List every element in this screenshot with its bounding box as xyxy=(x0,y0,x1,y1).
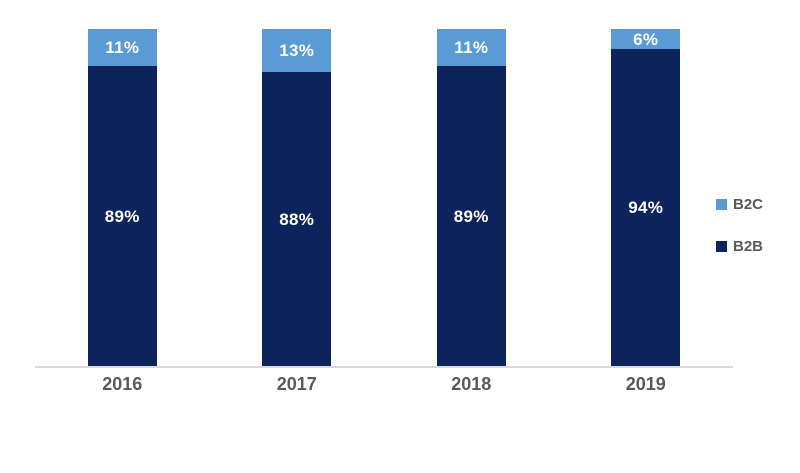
bar-2018: 11% 89% xyxy=(436,29,506,366)
segment-b2c-2018: 11% xyxy=(436,29,506,67)
legend-label-b2b: B2B xyxy=(733,238,764,255)
legend: B2C B2B xyxy=(716,196,763,255)
data-label: 13% xyxy=(279,41,315,61)
bar-column-2019: 6% 94% xyxy=(559,29,734,366)
data-label: 11% xyxy=(105,38,140,58)
segment-b2b-2017: 88% xyxy=(262,72,332,366)
data-label: 6% xyxy=(633,29,659,49)
category-label-2018: 2018 xyxy=(451,374,492,394)
category-label-2017: 2017 xyxy=(276,374,317,394)
bar-2017: 13% 88% xyxy=(262,29,332,366)
x-axis-labels: 2016 2017 2018 2019 xyxy=(35,374,733,395)
bar-column-2016: 11% 89% xyxy=(35,29,210,366)
segment-b2c-2017: 13% xyxy=(262,29,332,73)
plot-area: 11% 89% 13% 88% 11% xyxy=(35,29,733,368)
segment-b2c-2019: 6% xyxy=(611,29,681,50)
data-label: 89% xyxy=(104,206,140,226)
segment-b2b-2019: 94% xyxy=(611,49,681,366)
category-label-2019: 2019 xyxy=(625,374,666,394)
bar-2016: 11% 89% xyxy=(87,29,157,366)
data-label: 94% xyxy=(628,198,664,218)
segment-b2b-2018: 89% xyxy=(436,66,506,366)
legend-item-b2c: B2C xyxy=(716,196,763,213)
legend-swatch-b2b-icon xyxy=(716,241,727,252)
segment-b2b-2016: 89% xyxy=(87,66,157,366)
data-label: 89% xyxy=(453,206,489,226)
bar-column-2018: 11% 89% xyxy=(384,29,559,366)
data-label: 88% xyxy=(279,209,315,229)
bar-column-2017: 13% 88% xyxy=(210,29,385,366)
legend-item-b2b: B2B xyxy=(716,238,763,255)
bar-2019: 6% 94% xyxy=(611,29,681,366)
category-label-2016: 2016 xyxy=(102,374,143,394)
data-label: 11% xyxy=(454,38,489,58)
legend-label-b2c: B2C xyxy=(733,196,764,213)
legend-swatch-b2c-icon xyxy=(716,199,727,210)
segment-b2c-2016: 11% xyxy=(87,29,157,67)
